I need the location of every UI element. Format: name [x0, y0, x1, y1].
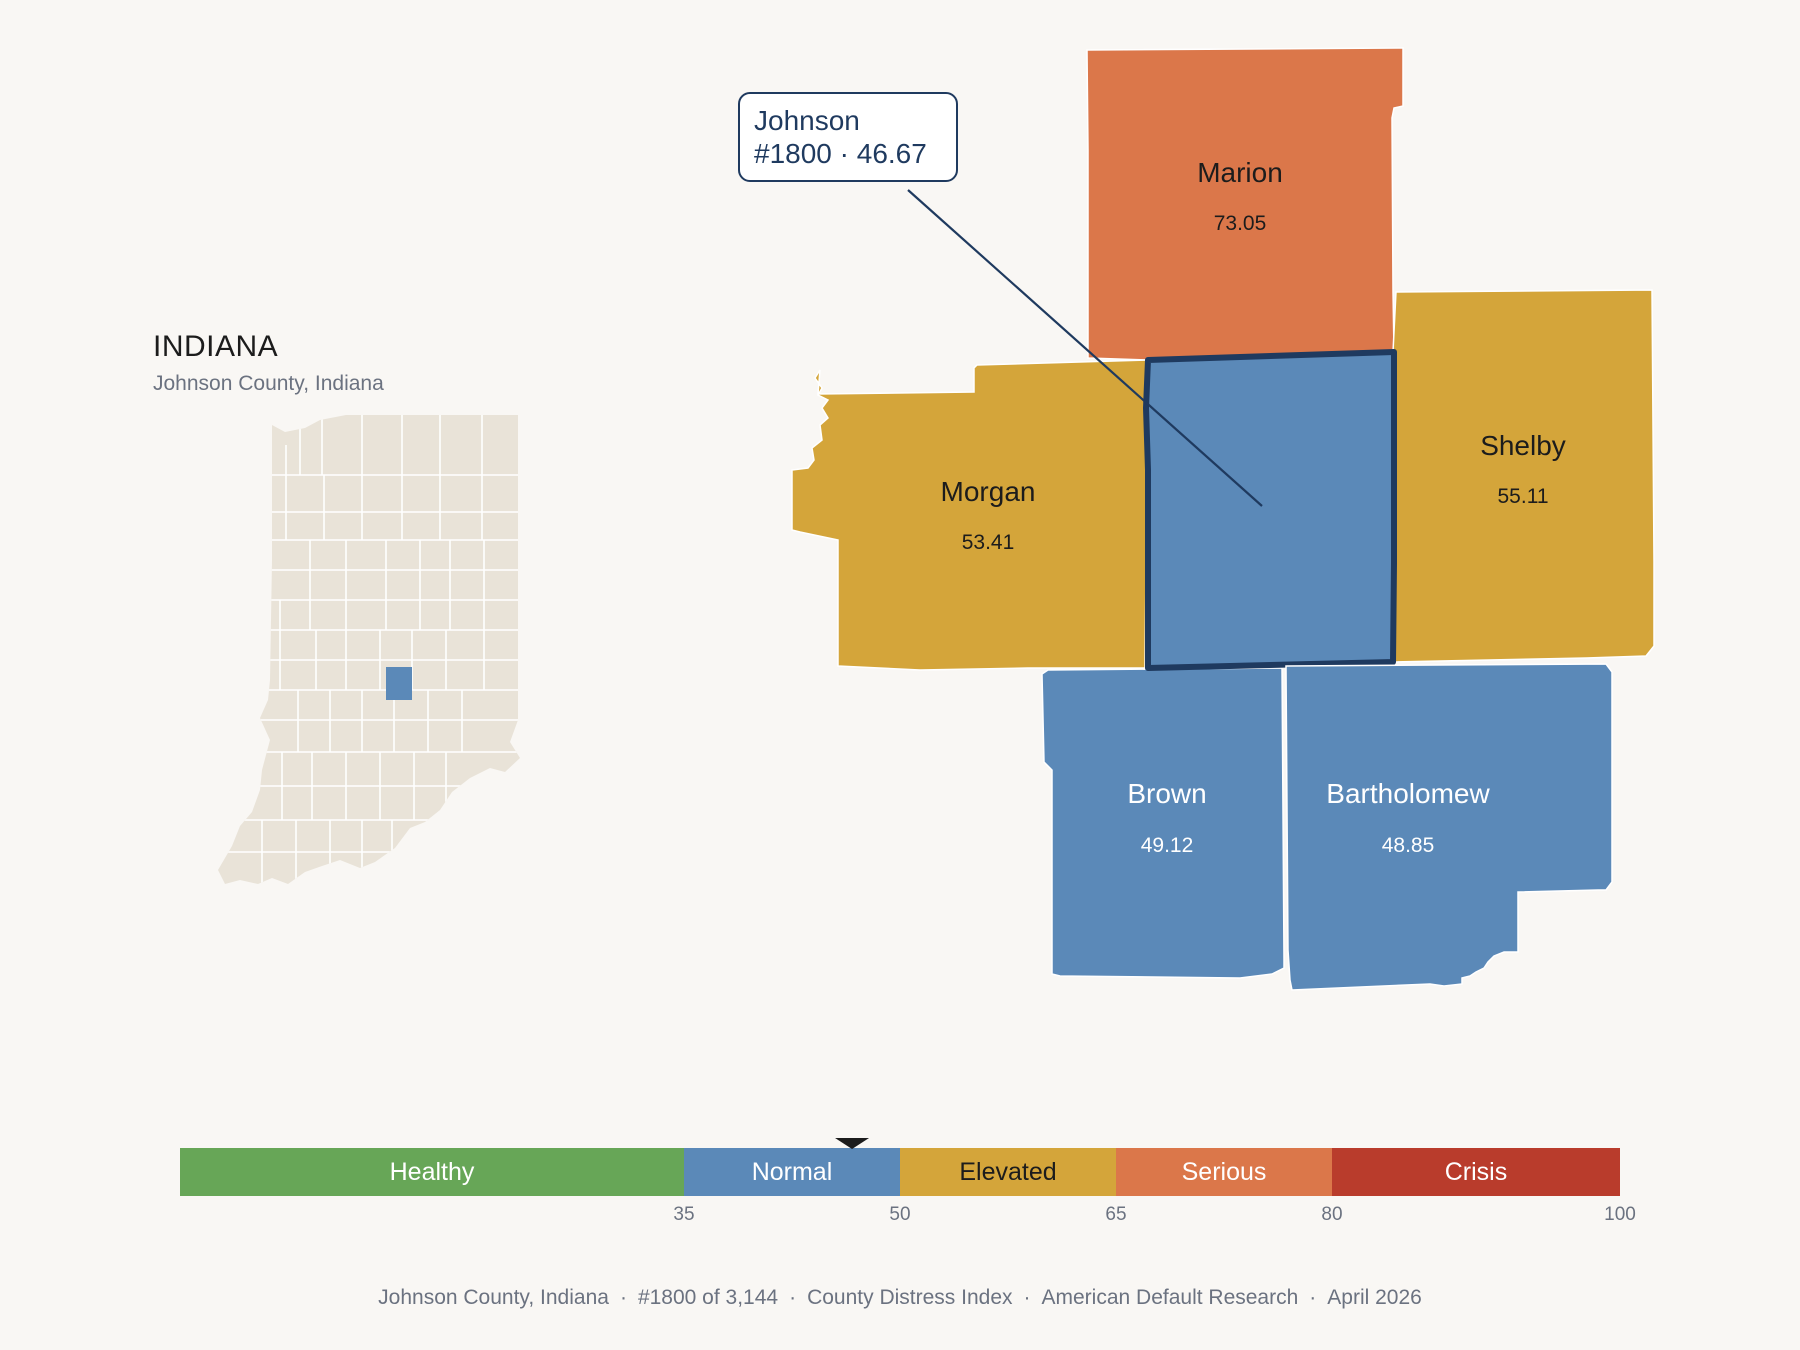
footer-separator: ·	[619, 1286, 627, 1309]
county-label-marion: Marion	[1197, 157, 1283, 188]
county-value-marion: 73.05	[1214, 212, 1267, 235]
callout-leader-line	[907, 189, 1263, 507]
legend-label-healthy: Healthy	[390, 1158, 475, 1186]
legend-tick-label: 80	[1321, 1204, 1342, 1225]
legend-label-serious: Serious	[1182, 1158, 1267, 1186]
legend-tick-label: 65	[1105, 1204, 1126, 1225]
county-label-bartholomew: Bartholomew	[1326, 778, 1490, 809]
footer-separator: ·	[1023, 1286, 1031, 1309]
distress-legend: Healthy Normal Elevated Serious Crisis 35 50 65…	[180, 1138, 1636, 1225]
indiana-locator-map	[218, 415, 520, 884]
county-label-morgan: Morgan	[941, 476, 1036, 507]
legend-label-normal: Normal	[752, 1158, 833, 1186]
legend-label-crisis: Crisis	[1445, 1158, 1508, 1186]
county-brown[interactable]	[1041, 667, 1285, 979]
county-johnson[interactable]	[1143, 349, 1397, 671]
legend-segment-normal	[684, 1148, 900, 1196]
county-value-morgan: 53.41	[962, 531, 1015, 554]
callout-county-name: Johnson	[754, 105, 860, 136]
callout-rank-value: #1800 · 46.67	[754, 138, 927, 169]
county-value-bartholomew: 48.85	[1382, 834, 1435, 857]
footer-location: Johnson County, Indiana	[378, 1286, 609, 1309]
footer-index: County Distress Index	[807, 1286, 1013, 1309]
selected-county-callout: Johnson #1800 · 46.67	[738, 92, 958, 182]
county-marion[interactable]	[1086, 47, 1404, 361]
legend-segment-healthy	[180, 1148, 684, 1196]
legend-segment-crisis	[1332, 1148, 1620, 1196]
legend-label-elevated: Elevated	[959, 1158, 1056, 1186]
county-label-shelby: Shelby	[1480, 430, 1566, 461]
legend-marker-triangle	[835, 1138, 870, 1149]
county-value-brown: 49.12	[1141, 834, 1194, 857]
legend-tick-label: 50	[889, 1204, 910, 1225]
county-bartholomew[interactable]	[1285, 663, 1613, 991]
footer: Johnson County, Indiana · #1800 of 3,144 · C…	[0, 1286, 1800, 1310]
legend-tick-label: 100	[1604, 1204, 1636, 1225]
county-morgan[interactable]	[791, 359, 1149, 671]
county-label-brown: Brown	[1127, 778, 1206, 809]
footer-rank: #1800 of 3,144	[637, 1286, 779, 1309]
legend-tick-label: 35	[673, 1204, 694, 1225]
state-title: INDIANA	[153, 330, 279, 363]
county-shelby[interactable]	[1392, 289, 1655, 663]
footer-separator: ·	[789, 1286, 797, 1309]
footer-date: April 2026	[1327, 1286, 1422, 1309]
footer-source: American Default Research	[1041, 1286, 1299, 1309]
inset-county-lines	[218, 415, 520, 884]
legend-segment-serious	[1116, 1148, 1332, 1196]
footer-separator: ·	[1309, 1286, 1317, 1309]
inset-selected-county	[386, 667, 412, 700]
state-subtitle: Johnson County, Indiana	[153, 372, 384, 395]
county-value-shelby: 55.11	[1498, 485, 1549, 508]
legend-segment-elevated	[900, 1148, 1116, 1196]
